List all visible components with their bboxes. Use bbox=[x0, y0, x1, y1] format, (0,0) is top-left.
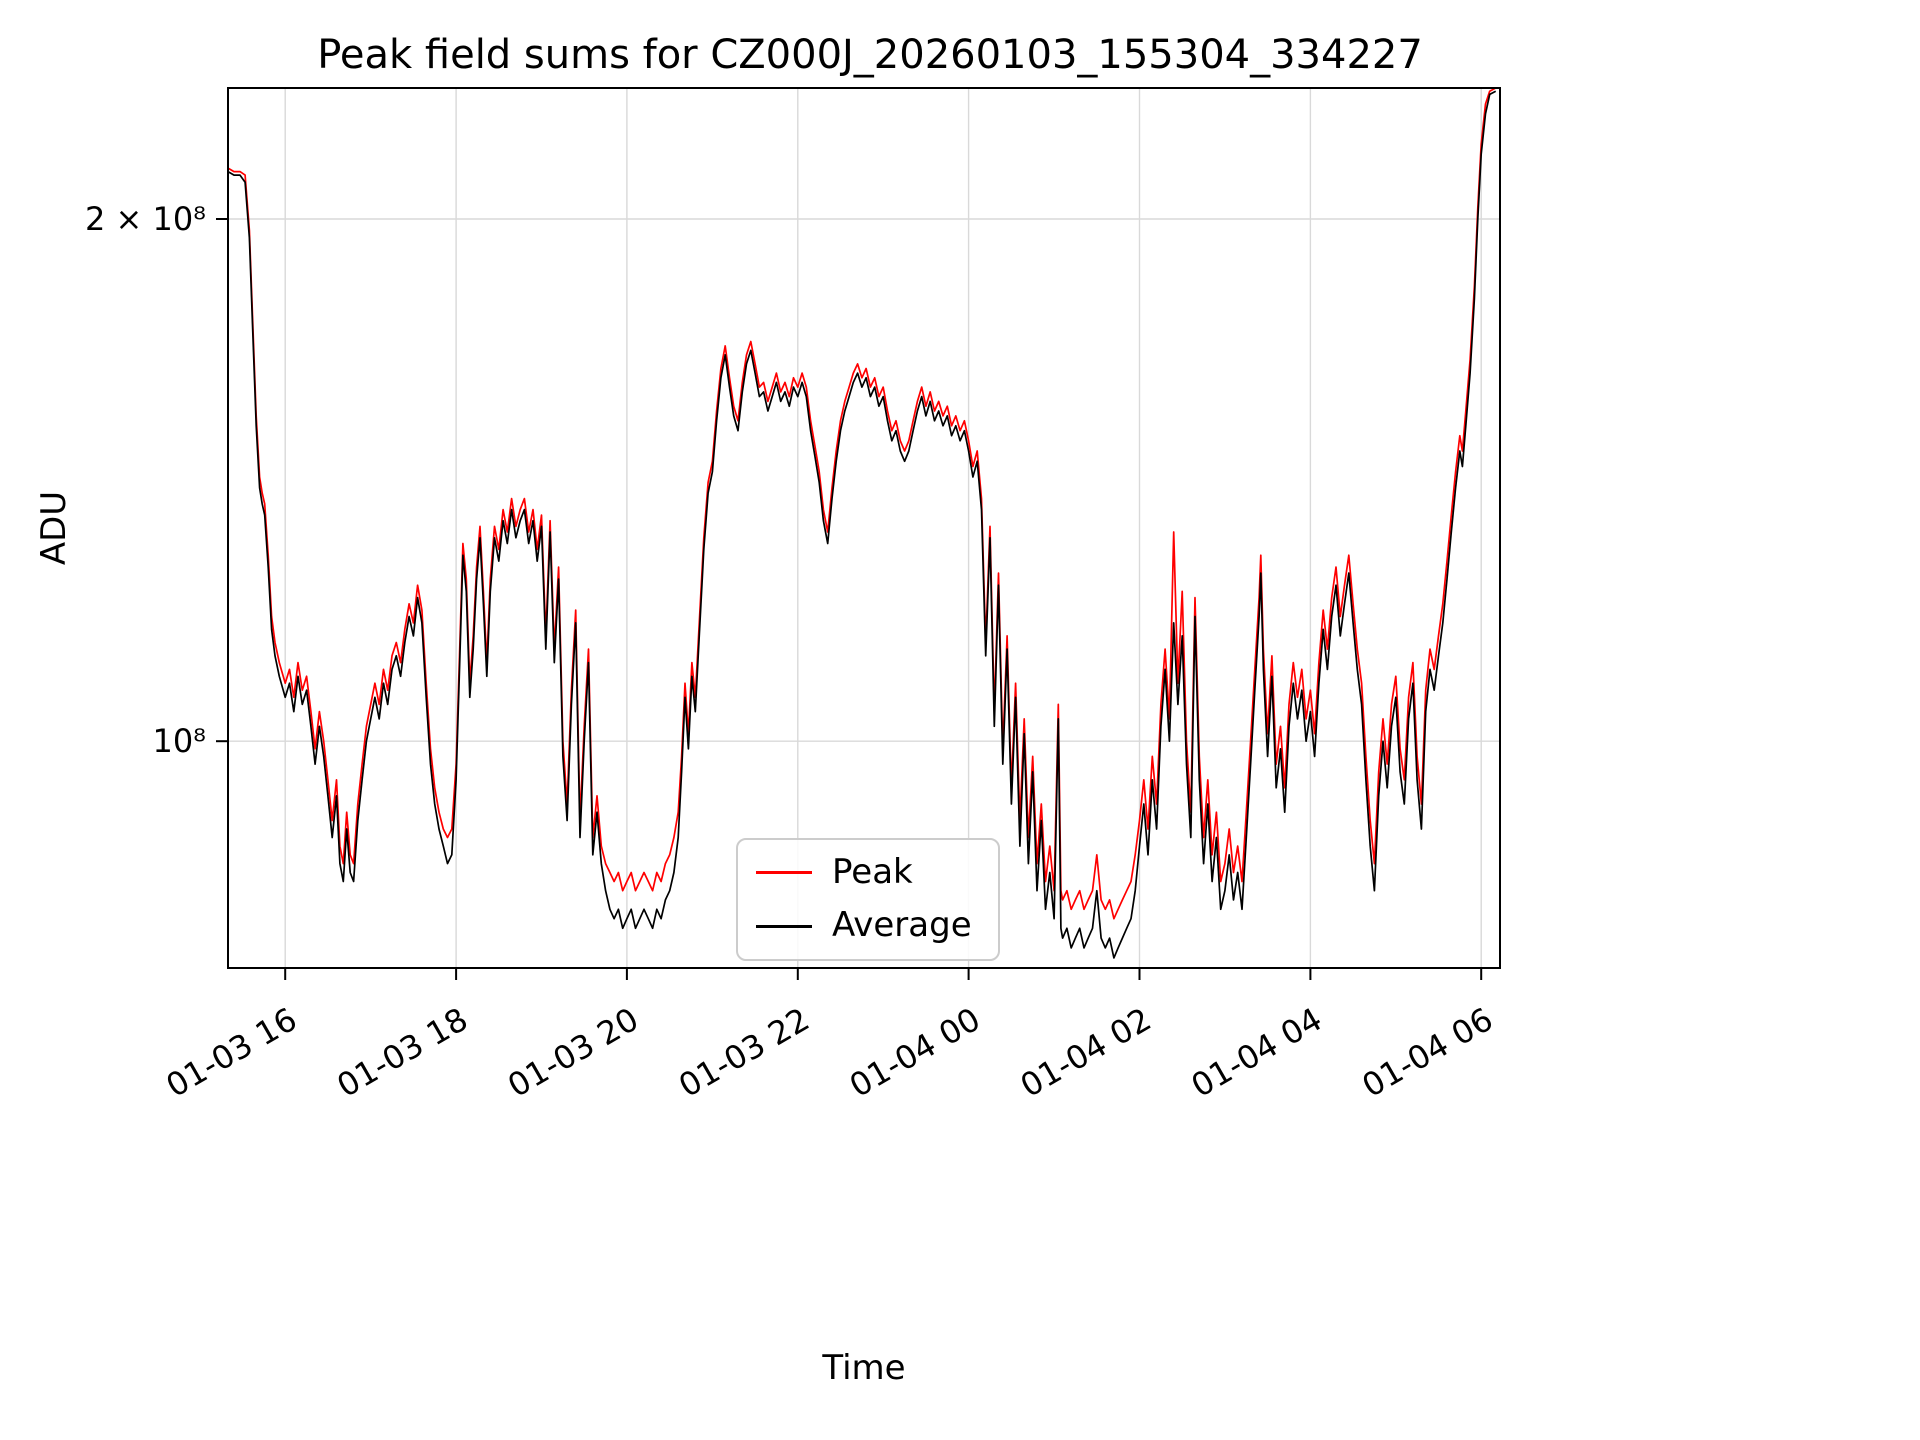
x-tick-label: 01-03 18 bbox=[331, 1000, 475, 1105]
chart-title: Peak field sums for CZ000J_20260103_1553… bbox=[317, 32, 1423, 78]
x-tick-label: 01-03 20 bbox=[501, 1000, 645, 1105]
peak-line-sample-icon bbox=[756, 871, 812, 875]
x-tick-label: 01-04 02 bbox=[1014, 1000, 1158, 1105]
x-tick-label: 01-04 00 bbox=[843, 1000, 987, 1105]
legend-entry-average: Average bbox=[756, 905, 972, 946]
legend-label-peak: Peak bbox=[832, 852, 913, 892]
average-line-sample-icon bbox=[756, 924, 812, 928]
peak-line bbox=[227, 87, 1497, 920]
legend-label-average: Average bbox=[832, 905, 972, 946]
legend-entry-peak: Peak bbox=[756, 852, 972, 892]
x-axis-label: Time bbox=[822, 1348, 906, 1388]
x-tick-label: 01-03 22 bbox=[672, 1000, 816, 1105]
y-tick-label: 10⁸ bbox=[152, 722, 206, 760]
legend: Peak Average bbox=[736, 838, 1000, 961]
average-line bbox=[227, 90, 1497, 959]
plot-border bbox=[227, 87, 1501, 969]
x-tick-label: 01-04 04 bbox=[1185, 1000, 1329, 1105]
x-tick-label: 01-04 06 bbox=[1356, 1000, 1500, 1105]
x-tick-label: 01-03 16 bbox=[160, 1000, 304, 1105]
y-tick-label: 2 × 10⁸ bbox=[85, 200, 206, 238]
